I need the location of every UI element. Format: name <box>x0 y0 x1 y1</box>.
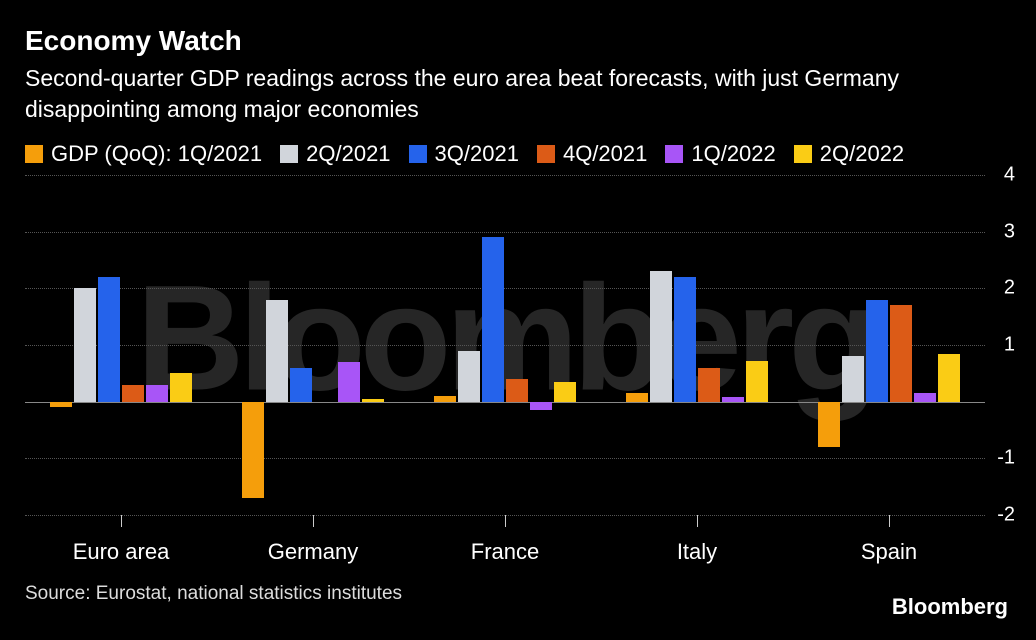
y-axis-label: 3 <box>1004 220 1015 243</box>
legend: GDP (QoQ): 1Q/2021 2Q/2021 3Q/2021 4Q/2021 1… <box>25 141 1011 167</box>
chart-container: Economy Watch Second-quarter GDP reading… <box>25 25 1011 615</box>
x-axis-label: Spain <box>861 539 917 565</box>
bar <box>98 277 120 402</box>
bar <box>890 305 912 401</box>
zero-line <box>25 402 985 403</box>
x-axis-label: Italy <box>677 539 717 565</box>
grid-line <box>25 288 985 289</box>
x-ticks <box>25 515 985 531</box>
x-tick <box>505 515 506 527</box>
bar <box>674 277 696 402</box>
legend-item: GDP (QoQ): 1Q/2021 <box>25 141 262 167</box>
bar <box>506 379 528 402</box>
legend-item: 3Q/2021 <box>409 141 519 167</box>
bar <box>74 288 96 401</box>
grid-line <box>25 232 985 233</box>
bar <box>434 396 456 402</box>
y-axis-label: -2 <box>997 504 1015 527</box>
bar <box>122 385 144 402</box>
bar <box>650 271 672 401</box>
bar <box>746 361 768 402</box>
legend-swatch <box>794 145 812 163</box>
legend-swatch <box>409 145 427 163</box>
y-axis-label: 1 <box>1004 334 1015 357</box>
x-axis-label: Euro area <box>73 539 170 565</box>
bar <box>242 402 264 498</box>
bar <box>914 393 936 402</box>
bar <box>50 402 72 408</box>
legend-item: 4Q/2021 <box>537 141 647 167</box>
bar <box>722 397 744 402</box>
x-labels: Euro area Germany France Italy Spain <box>25 539 985 569</box>
source-text: Source: Eurostat, national statistics in… <box>25 583 1011 605</box>
x-axis-label: Germany <box>268 539 358 565</box>
bar <box>266 300 288 402</box>
legend-swatch <box>665 145 683 163</box>
legend-label: 4Q/2021 <box>563 141 647 167</box>
chart-title: Economy Watch <box>25 25 1011 57</box>
bar <box>938 354 960 402</box>
bar <box>626 393 648 402</box>
legend-item: 2Q/2022 <box>794 141 904 167</box>
legend-item: 2Q/2021 <box>280 141 390 167</box>
bar <box>146 385 168 402</box>
bar <box>818 402 840 447</box>
bar <box>842 356 864 401</box>
legend-item: 1Q/2022 <box>665 141 775 167</box>
y-axis-label: -1 <box>997 447 1015 470</box>
x-axis-label: France <box>471 539 539 565</box>
bar <box>530 402 552 411</box>
x-tick <box>313 515 314 527</box>
bar <box>698 368 720 402</box>
bar <box>170 373 192 401</box>
legend-swatch <box>537 145 555 163</box>
x-tick <box>697 515 698 527</box>
grid-line <box>25 175 985 176</box>
bar <box>290 368 312 402</box>
legend-label: 2Q/2021 <box>306 141 390 167</box>
y-axis-label: 2 <box>1004 277 1015 300</box>
grid-line <box>25 345 985 346</box>
grid-line <box>25 458 985 459</box>
legend-swatch <box>25 145 43 163</box>
bar <box>362 399 384 402</box>
y-axis-label: 4 <box>1004 164 1015 187</box>
legend-label: 2Q/2022 <box>820 141 904 167</box>
bar <box>554 382 576 402</box>
bar <box>458 351 480 402</box>
legend-label: 1Q/2022 <box>691 141 775 167</box>
bar <box>866 300 888 402</box>
legend-label: 3Q/2021 <box>435 141 519 167</box>
chart-subtitle: Second-quarter GDP readings across the e… <box>25 63 1011 125</box>
legend-swatch <box>280 145 298 163</box>
x-tick <box>121 515 122 527</box>
x-tick <box>889 515 890 527</box>
bar <box>482 237 504 401</box>
brand-logo: Bloomberg <box>892 594 1008 620</box>
plot-area: Bloomberg -2-11234 <box>25 175 985 515</box>
bar <box>338 362 360 402</box>
legend-label: GDP (QoQ): 1Q/2021 <box>51 141 262 167</box>
